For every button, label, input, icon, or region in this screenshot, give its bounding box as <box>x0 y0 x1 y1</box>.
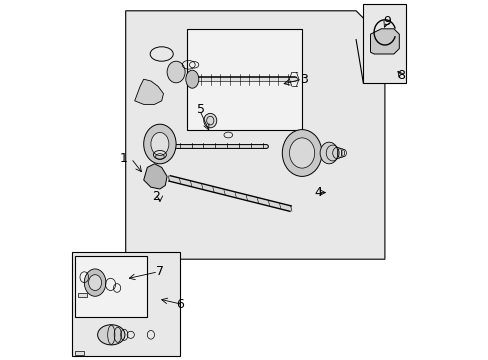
Ellipse shape <box>320 142 337 164</box>
Text: 2: 2 <box>152 190 160 203</box>
Text: 3: 3 <box>299 73 307 86</box>
Ellipse shape <box>185 70 199 88</box>
Text: 6: 6 <box>175 298 183 311</box>
Ellipse shape <box>203 113 216 128</box>
Text: 8: 8 <box>396 69 404 82</box>
Polygon shape <box>134 79 163 104</box>
Text: 4: 4 <box>314 186 322 199</box>
Polygon shape <box>143 164 167 189</box>
FancyBboxPatch shape <box>186 29 302 130</box>
Bar <box>75 256 147 317</box>
Bar <box>72 252 179 356</box>
Text: 9: 9 <box>382 15 390 28</box>
Bar <box>363 4 406 83</box>
Ellipse shape <box>98 325 125 345</box>
Text: 5: 5 <box>197 103 205 116</box>
Ellipse shape <box>167 61 185 83</box>
Text: 1: 1 <box>120 152 127 165</box>
Ellipse shape <box>143 124 176 164</box>
Ellipse shape <box>151 132 168 156</box>
Text: 7: 7 <box>156 265 163 278</box>
Polygon shape <box>370 29 399 54</box>
Ellipse shape <box>282 130 321 176</box>
Polygon shape <box>125 11 384 259</box>
Ellipse shape <box>84 269 106 296</box>
Bar <box>75 351 84 355</box>
Bar <box>78 293 87 297</box>
Ellipse shape <box>88 275 102 291</box>
Ellipse shape <box>289 138 314 168</box>
